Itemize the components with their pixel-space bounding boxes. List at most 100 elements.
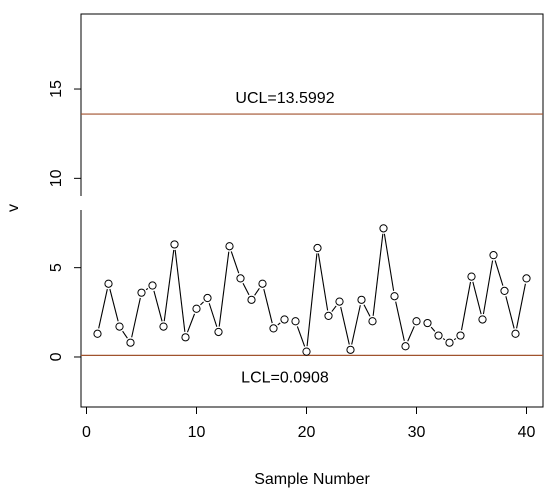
data-point [412, 317, 421, 326]
series-segment [218, 251, 230, 327]
series-segment [516, 283, 526, 329]
data-point [302, 347, 311, 356]
data-point [115, 322, 124, 331]
data-point [170, 240, 179, 249]
series-segment [494, 260, 504, 286]
series-segment [472, 281, 482, 315]
series-segment [254, 287, 260, 296]
y-axis-label: v [5, 204, 22, 212]
data-point [203, 293, 212, 303]
series-segment [395, 301, 405, 342]
data-point [346, 345, 355, 354]
data-point [390, 292, 399, 301]
image-artifact [258, 122, 276, 142]
series-segment [153, 290, 163, 322]
series-segment [131, 297, 141, 338]
data-point [423, 318, 432, 328]
data-point [489, 251, 498, 260]
control-limits: UCL=13.5992 LCL=0.0908 [81, 90, 543, 386]
y-tick-label: 10 [48, 169, 65, 187]
data-point [522, 274, 531, 283]
series-segment [460, 281, 472, 331]
y-tick-label: 5 [48, 263, 65, 272]
data-point [269, 324, 278, 333]
data-series [93, 224, 531, 356]
series-segment [482, 260, 494, 315]
data-point [434, 331, 443, 340]
series-segment [263, 288, 273, 324]
data-point [93, 329, 102, 338]
lcl-label: LCL=0.0908 [241, 369, 329, 386]
data-point [214, 327, 223, 337]
data-point [379, 224, 388, 233]
x-tick-label: 20 [298, 424, 316, 441]
series-segment [331, 305, 337, 312]
series-segment [145, 288, 149, 291]
data-point [368, 317, 377, 326]
series-segment [317, 253, 329, 311]
data-point [181, 333, 190, 342]
series-segment [230, 251, 240, 274]
series-segment [351, 305, 361, 345]
data-point [313, 243, 322, 253]
x-axis-label: Sample Number [254, 471, 370, 488]
series-segment [430, 326, 436, 332]
series-segment [174, 249, 186, 332]
series-segment [442, 338, 446, 341]
series-segment [306, 253, 318, 347]
data-point [511, 329, 520, 338]
data-point [335, 297, 344, 306]
data-point [247, 295, 256, 304]
data-point [280, 315, 289, 324]
series-segment [363, 304, 371, 317]
series-segment [383, 233, 395, 291]
image-artifact [0, 196, 280, 210]
x-axis-ticks: 0 10 20 30 40 [82, 407, 536, 441]
data-point [236, 274, 245, 283]
series-segment [372, 233, 384, 316]
series-segment [98, 288, 108, 329]
series-segment [109, 288, 119, 322]
x-tick-label: 0 [82, 424, 91, 441]
series-segment [242, 283, 250, 296]
series-segment [208, 303, 218, 327]
series-segment [122, 330, 128, 339]
data-point [401, 342, 410, 351]
data-point [258, 279, 267, 288]
series-segment [407, 326, 415, 342]
ucl-label: UCL=13.5992 [235, 90, 334, 107]
series-segment [186, 313, 196, 333]
data-point [126, 338, 135, 347]
data-point [291, 317, 300, 326]
data-point [467, 272, 476, 281]
series-segment [200, 301, 204, 306]
data-point [137, 288, 146, 297]
data-point [104, 279, 113, 288]
plot-frame [80, 13, 544, 408]
data-point [324, 311, 333, 320]
data-point [445, 338, 454, 347]
data-point [500, 286, 509, 295]
series-segment [505, 296, 515, 329]
series-segment [340, 306, 350, 345]
data-point [159, 322, 168, 331]
series-segment [453, 338, 457, 341]
data-point [148, 281, 157, 290]
data-point [456, 331, 465, 340]
y-tick-label: 15 [48, 80, 65, 98]
x-tick-label: 10 [188, 424, 206, 441]
image-artifact [145, 155, 260, 185]
data-point [478, 315, 487, 324]
y-axis-ticks: 0 5 10 15 [48, 80, 81, 361]
data-point [192, 304, 201, 313]
data-point [357, 295, 366, 304]
x-tick-label: 40 [518, 424, 536, 441]
data-point [225, 242, 234, 251]
y-tick-label: 0 [48, 352, 65, 361]
series-segment [163, 249, 175, 322]
series-segment [277, 322, 281, 326]
x-tick-label: 30 [408, 424, 426, 441]
series-segment [296, 326, 306, 347]
